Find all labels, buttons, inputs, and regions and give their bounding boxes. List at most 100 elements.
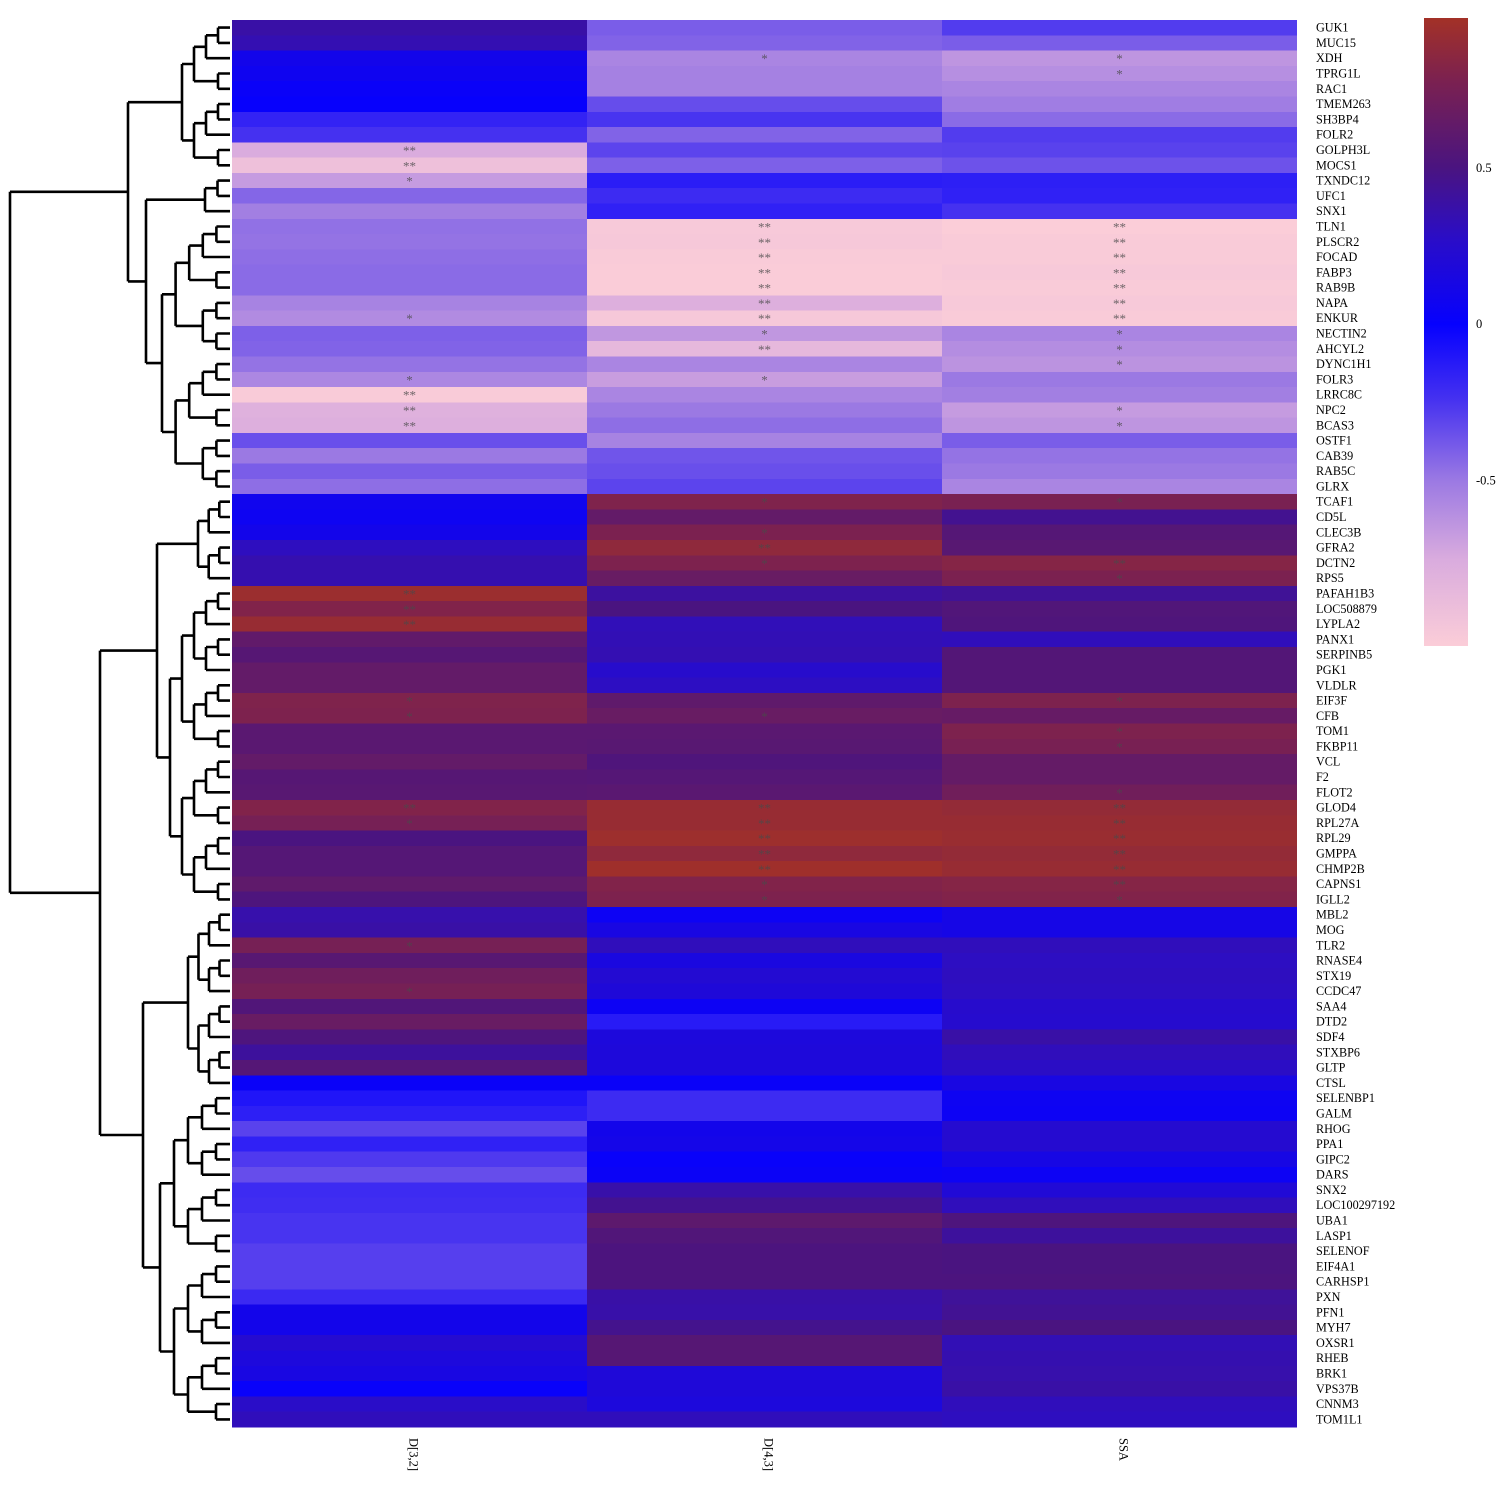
colorbar-ticks: 0.5 0 -0.5: [1476, 161, 1496, 487]
heatmap-cell: [587, 738, 942, 755]
row-label: DARS: [1316, 1168, 1349, 1182]
heatmap-cell: [587, 1167, 942, 1183]
heatmap-cell: [587, 1212, 942, 1229]
heatmap-cell: [232, 723, 587, 740]
row-label: FOLR3: [1316, 372, 1353, 386]
heatmap-cell: [587, 463, 942, 480]
row-label: GOLPH3L: [1316, 143, 1370, 157]
row-label: TOM1L1: [1316, 1412, 1363, 1426]
heatmap-cell: [942, 1228, 1297, 1244]
heatmap-cell: [587, 1136, 942, 1153]
heatmap-cell: [232, 325, 587, 342]
heatmap-cell: [942, 922, 1297, 939]
row-label: NECTIN2: [1316, 327, 1367, 341]
heatmap-cell: [942, 188, 1297, 205]
sig-marker: *: [406, 174, 413, 189]
heatmap-cell: [942, 157, 1297, 174]
heatmap-cell: [232, 111, 587, 128]
heatmap-cell: [232, 1044, 587, 1061]
sig-marker: **: [403, 158, 416, 173]
heatmap-cell: [232, 310, 587, 327]
row-label: GLOD4: [1316, 801, 1356, 815]
heatmap-cell: [587, 142, 942, 159]
sig-marker: *: [761, 327, 768, 342]
heatmap-cell: [232, 1075, 587, 1092]
row-label: LRRC8C: [1316, 388, 1362, 402]
heatmap-cell: [942, 784, 1297, 801]
heatmap-cell: [587, 1304, 942, 1321]
heatmap-cell: [232, 1105, 587, 1122]
heatmap-cell: [942, 20, 1297, 36]
row-label: LASP1: [1316, 1229, 1352, 1243]
row-label: MUC15: [1316, 36, 1356, 50]
heatmap-cell: [587, 1029, 942, 1046]
heatmap-cell: [587, 754, 942, 770]
heatmap-cell: [587, 478, 942, 495]
heatmap-cell: [587, 937, 942, 954]
sig-marker: **: [1113, 265, 1126, 280]
heatmap-cell: [232, 631, 587, 648]
column-label: D[3,2]: [407, 1438, 421, 1471]
heatmap-cell: [587, 983, 942, 1000]
heatmap-cell: [587, 234, 942, 250]
row-label: NPC2: [1316, 403, 1346, 417]
row-label: FOCAD: [1316, 250, 1358, 264]
row-label: RPL27A: [1316, 816, 1360, 830]
row-label: PLSCR2: [1316, 235, 1359, 249]
heatmap-cell: [232, 157, 587, 174]
sig-marker: *: [1116, 739, 1123, 754]
heatmap-cell: [942, 907, 1297, 923]
heatmap-cell: [232, 616, 587, 633]
row-label: CARHSP1: [1316, 1275, 1370, 1289]
heatmap-cell: [232, 891, 587, 908]
heatmap-cells: [232, 20, 1297, 1428]
heatmap-cell: [587, 662, 942, 679]
row-label: CAPNS1: [1316, 877, 1361, 891]
heatmap-cell: [587, 417, 942, 434]
row-label: VLDLR: [1316, 678, 1357, 692]
heatmap-cell: [587, 509, 942, 526]
sig-marker: *: [1116, 892, 1123, 907]
sig-marker: **: [758, 541, 771, 556]
sig-marker: *: [406, 311, 413, 326]
row-label: DCTN2: [1316, 556, 1355, 570]
heatmap-cell: [232, 1350, 587, 1367]
colorbar: [1424, 18, 1468, 646]
sig-marker: *: [406, 694, 413, 709]
row-label: PFN1: [1316, 1305, 1344, 1319]
row-label: OXSR1: [1316, 1336, 1355, 1350]
heatmap-cell: [587, 876, 942, 893]
heatmap-cell: [587, 1044, 942, 1061]
heatmap-cell: [232, 402, 587, 419]
row-label: RAC1: [1316, 82, 1347, 96]
heatmap-cell: [232, 142, 587, 159]
row-label: ENKUR: [1316, 311, 1359, 325]
heatmap-cell: [942, 432, 1297, 449]
sig-marker: **: [758, 816, 771, 831]
sig-marker: **: [1113, 816, 1126, 831]
sig-marker: **: [758, 846, 771, 861]
heatmap-cell: [232, 188, 587, 205]
heatmap-cell: [942, 509, 1297, 526]
heatmap-cell: [232, 356, 587, 373]
heatmap-cell: [232, 1381, 587, 1397]
row-label: PANX1: [1316, 632, 1354, 646]
heatmap-cell: [232, 65, 587, 82]
row-label: RNASE4: [1316, 954, 1362, 968]
heatmap-cell: [587, 1335, 942, 1352]
row-label: SDF4: [1316, 1030, 1344, 1044]
heatmap-cell: [942, 1350, 1297, 1367]
heatmap-cell: [232, 81, 587, 97]
heatmap-cell: [942, 1274, 1297, 1290]
sig-marker: *: [1116, 67, 1123, 82]
row-label: NAPA: [1316, 296, 1348, 310]
heatmap-cell: [587, 387, 942, 403]
row-label: FOLR2: [1316, 128, 1353, 142]
sig-marker: **: [758, 862, 771, 877]
sig-marker: *: [1116, 724, 1123, 739]
heatmap-cell: [232, 922, 587, 939]
heatmap-cell: [942, 127, 1297, 143]
row-label: OSTF1: [1316, 434, 1352, 448]
sig-marker: **: [1113, 877, 1126, 892]
